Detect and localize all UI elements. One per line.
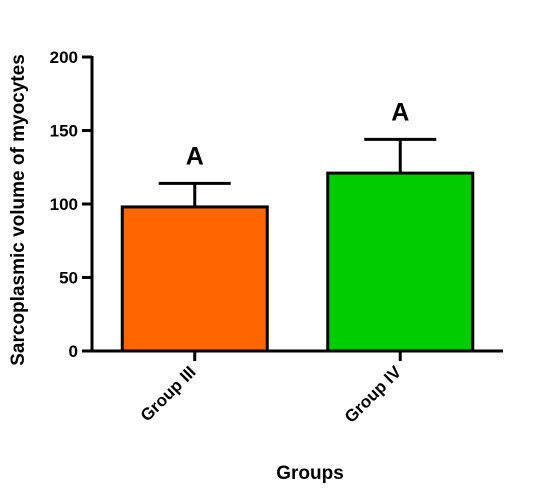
x-tick-label: Group III [137,362,200,425]
significance-label: A [186,142,204,170]
x-axis-title: Groups [276,463,344,484]
x-ticks-layer: Group III Group IV [137,351,406,427]
bars-layer [120,171,475,353]
y-tick-label: 50 [59,269,78,288]
bar-1 [120,205,269,353]
x-tick-label: Group IV [341,362,406,427]
bar-2 [326,171,475,353]
y-tick-label: 150 [50,122,78,141]
y-ticks-layer: 0 50 100 150 200 [50,48,92,361]
y-tick-label: 200 [50,48,78,67]
y-tick-label: 100 [50,195,78,214]
error-bars-layer [158,137,437,207]
significance-labels-layer: AA [186,98,410,170]
y-axis-title: Sarcoplasmic volume of myocytes [8,54,29,366]
significance-label: A [391,98,409,126]
y-tick-label: 0 [69,342,78,361]
